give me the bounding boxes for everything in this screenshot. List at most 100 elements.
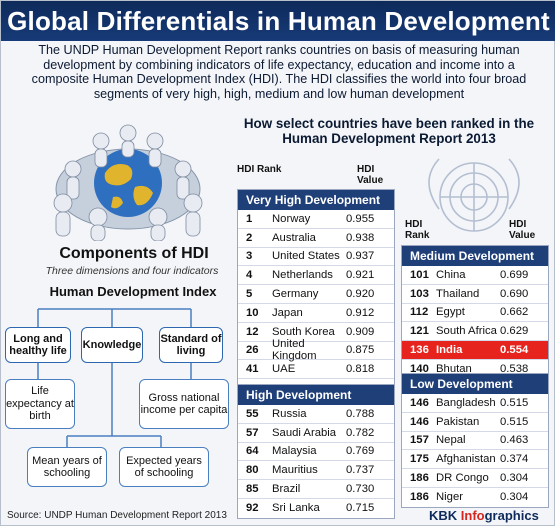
rank-cell: 92 xyxy=(246,502,259,515)
country-cell: Egypt xyxy=(436,306,465,319)
table-row: 1 Norway 0.955 xyxy=(238,210,394,229)
rank-cell: 2 xyxy=(246,231,253,244)
value-cell: 0.737 xyxy=(346,464,375,477)
intro-text: The UNDP Human Development Report ranks … xyxy=(31,43,527,101)
rank-cell: 55 xyxy=(246,407,259,420)
table-row: 10 Japan 0.912 xyxy=(238,304,394,323)
table-low: Low Development 146 Bangladesh 0.515 146 Pak… xyxy=(401,373,549,508)
right-value-header: HDI Value xyxy=(509,219,536,241)
country-cell: United States xyxy=(272,250,340,263)
hdi-components-tree: Long and healthy life Knowledge Standard… xyxy=(1,301,231,506)
value-cell: 0.818 xyxy=(346,363,375,376)
value-cell: 0.912 xyxy=(346,306,375,319)
value-cell: 0.938 xyxy=(346,231,375,244)
rank-cell: 10 xyxy=(246,306,259,319)
table-row: 85 Brazil 0.730 xyxy=(238,480,394,499)
value-cell: 0.955 xyxy=(346,212,375,225)
rows-medium: 101 China 0.699 103 Thailand 0.690 112 Egypt 0.6… xyxy=(402,266,548,379)
value-cell: 0.788 xyxy=(346,407,375,420)
value-cell: 0.304 xyxy=(500,491,529,504)
indicator-expected-schooling: Expected years of schooling xyxy=(119,447,209,487)
table-row: 136 India 0.554 xyxy=(402,341,548,360)
table-row: 101 China 0.699 xyxy=(402,266,548,285)
brand-part-a: KBK xyxy=(429,508,461,523)
value-cell: 0.554 xyxy=(500,344,529,357)
right-rank-header: HDI Rank xyxy=(405,219,430,241)
title-bar: Global Differentials in Human Developmen… xyxy=(1,1,555,41)
value-cell: 0.690 xyxy=(500,287,529,300)
indicator-gni: Gross national income per capita xyxy=(139,379,229,429)
country-cell: DR Congo xyxy=(436,472,489,485)
un-emblem-icon xyxy=(428,158,520,232)
country-cell: Saudi Arabia xyxy=(272,426,337,439)
value-cell: 0.515 xyxy=(500,396,529,409)
table-row: 186 DR Congo 0.304 xyxy=(402,469,548,488)
rank-cell: 121 xyxy=(410,325,429,338)
country-cell: South Africa xyxy=(436,325,497,338)
section-high-header: High Development xyxy=(238,385,394,405)
country-cell: United Kingdom xyxy=(272,338,317,363)
table-row: 2 Australia 0.938 xyxy=(238,229,394,248)
country-cell: Bhutan xyxy=(436,363,472,376)
value-cell: 0.662 xyxy=(500,306,529,319)
value-cell: 0.515 xyxy=(500,415,529,428)
value-cell: 0.875 xyxy=(346,344,375,357)
hdi-root-label: Human Development Index xyxy=(49,284,217,299)
value-cell: 0.699 xyxy=(500,268,529,281)
table-row: 5 Germany 0.920 xyxy=(238,285,394,304)
rank-cell: 26 xyxy=(246,344,259,357)
brand-logo: KBK Infographics xyxy=(429,508,539,523)
table-row: 103 Thailand 0.690 xyxy=(402,285,548,304)
country-cell: Germany xyxy=(272,288,319,301)
value-cell: 0.629 xyxy=(500,325,529,338)
brand-part-b: Info xyxy=(460,508,485,523)
table-row: 3 United States 0.937 xyxy=(238,248,394,267)
rank-cell: 4 xyxy=(246,269,253,282)
table-row: 175 Afghanistan 0.374 xyxy=(402,450,548,470)
value-cell: 0.304 xyxy=(500,472,529,485)
country-cell: Niger xyxy=(436,491,463,504)
value-cell: 0.538 xyxy=(500,363,529,376)
table-row: 140 Bhutan 0.538 xyxy=(402,360,548,379)
ranking-title: How select countries have been ranked in… xyxy=(243,116,535,147)
rank-cell: 186 xyxy=(410,472,429,485)
table-row: 4 Netherlands 0.921 xyxy=(238,266,394,286)
tree-connectors xyxy=(37,308,192,447)
country-cell: Pakistan xyxy=(436,415,480,428)
table-row: 57 Saudi Arabia 0.782 xyxy=(238,424,394,443)
country-cell: Brazil xyxy=(272,483,301,496)
globe-people-illustration xyxy=(53,124,203,241)
rank-cell: 41 xyxy=(246,363,259,376)
rank-cell: 85 xyxy=(246,483,259,496)
rank-cell: 140 xyxy=(410,363,429,376)
value-cell: 0.730 xyxy=(346,483,375,496)
table-row: 80 Mauritius 0.737 xyxy=(238,461,394,481)
country-cell: China xyxy=(436,268,466,281)
table-high: High Development 55 Russia 0.788 57 Saudi Ar… xyxy=(237,384,395,519)
page-title: Global Differentials in Human Developmen… xyxy=(7,5,550,36)
country-cell: Japan xyxy=(272,306,303,319)
brand-part-c: graphics xyxy=(484,508,539,523)
value-cell: 0.374 xyxy=(500,453,529,466)
value-cell: 0.782 xyxy=(346,426,375,439)
components-subtitle: Three dimensions and four indicators xyxy=(45,265,219,277)
country-cell: India xyxy=(436,344,463,357)
table-row: 55 Russia 0.788 xyxy=(238,405,394,424)
table-row: 121 South Africa 0.629 xyxy=(402,322,548,342)
table-row: 41 UAE 0.818 xyxy=(238,360,394,380)
country-cell: Mauritius xyxy=(272,464,318,477)
rank-cell: 101 xyxy=(410,268,429,281)
dimension-knowledge: Knowledge xyxy=(81,327,143,363)
table-row: 64 Malaysia 0.769 xyxy=(238,443,394,462)
value-cell: 0.937 xyxy=(346,250,375,263)
table-row: 157 Nepal 0.463 xyxy=(402,432,548,451)
country-cell: Afghanistan xyxy=(436,453,496,466)
table-row: 146 Bangladesh 0.515 xyxy=(402,394,548,413)
value-cell: 0.769 xyxy=(346,445,375,458)
rank-cell: 157 xyxy=(410,434,429,447)
section-very-high-header: Very High Development xyxy=(238,190,394,210)
table-row: 92 Sri Lanka 0.715 xyxy=(238,499,394,518)
value-cell: 0.715 xyxy=(346,502,375,515)
left-rank-header: HDI Rank xyxy=(237,164,282,175)
